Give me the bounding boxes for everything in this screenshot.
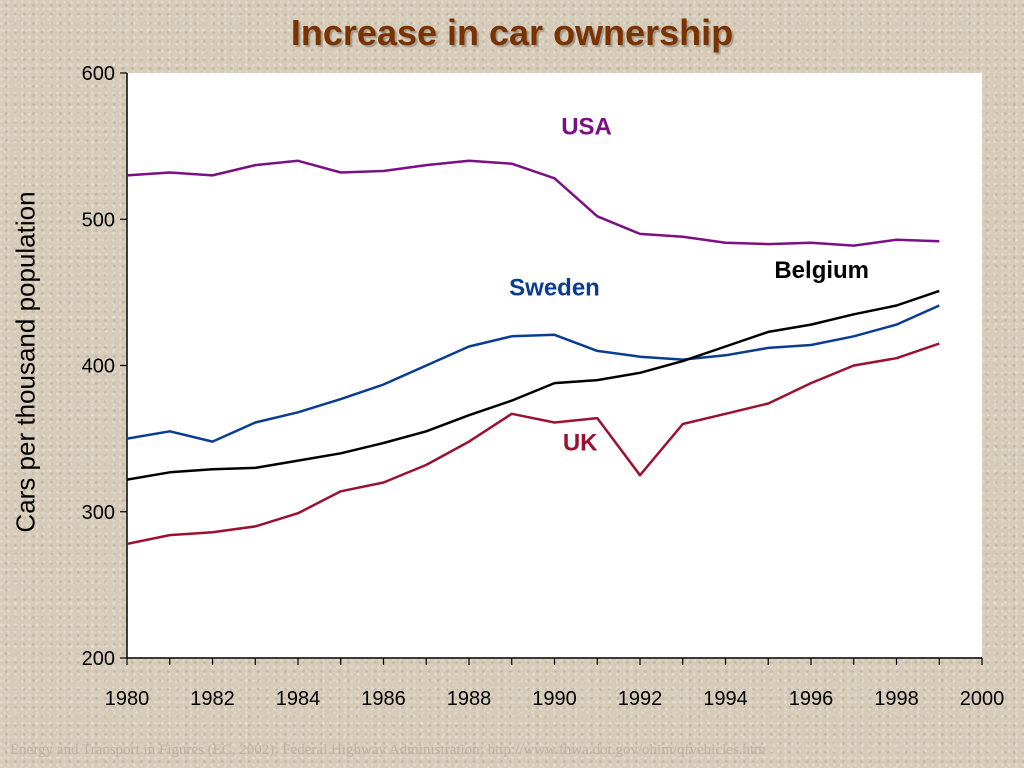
x-tick-label: 1996 bbox=[789, 688, 834, 710]
plot-area bbox=[127, 73, 982, 658]
x-tick-label: 1982 bbox=[190, 688, 235, 710]
series-lines bbox=[126, 159, 940, 546]
y-tick-label: 200 bbox=[82, 648, 115, 670]
series-line-sweden bbox=[126, 304, 940, 443]
x-tick-label: 1988 bbox=[447, 688, 492, 710]
series-line-belgium bbox=[126, 289, 940, 481]
x-tick-label: 1998 bbox=[874, 688, 919, 710]
source-footnote: Energy and Transport in Figures (EC, 200… bbox=[10, 742, 766, 758]
axes: 200 300 400 500 600 1980 1982 1984 1986 1988 1990 1… bbox=[82, 63, 1005, 710]
y-tick-label: 400 bbox=[82, 356, 115, 378]
y-tick-label: 300 bbox=[82, 502, 115, 524]
x-tick-label: 1990 bbox=[532, 688, 577, 710]
x-tick-label: 1994 bbox=[703, 688, 748, 710]
chart-title: Increase in car ownership bbox=[290, 12, 734, 53]
series-label-sweden: Sweden bbox=[509, 274, 600, 301]
x-tick-label: 1986 bbox=[361, 688, 406, 710]
series-label-uk: UK bbox=[563, 429, 598, 456]
series-line-uk bbox=[126, 342, 940, 546]
series-label-belgium: Belgium bbox=[774, 257, 869, 284]
y-tick-label: 500 bbox=[82, 209, 115, 231]
x-tick-label: 1984 bbox=[276, 688, 321, 710]
x-tick-label: 2000 bbox=[960, 688, 1005, 710]
x-tick-label: 1992 bbox=[618, 688, 663, 710]
x-tick-label: 1980 bbox=[105, 688, 150, 710]
y-tick-label: 600 bbox=[82, 63, 115, 85]
series-labels: USA Sweden Belgium UK bbox=[509, 113, 869, 456]
series-line-usa bbox=[126, 159, 940, 247]
series-label-usa: USA bbox=[561, 113, 612, 140]
